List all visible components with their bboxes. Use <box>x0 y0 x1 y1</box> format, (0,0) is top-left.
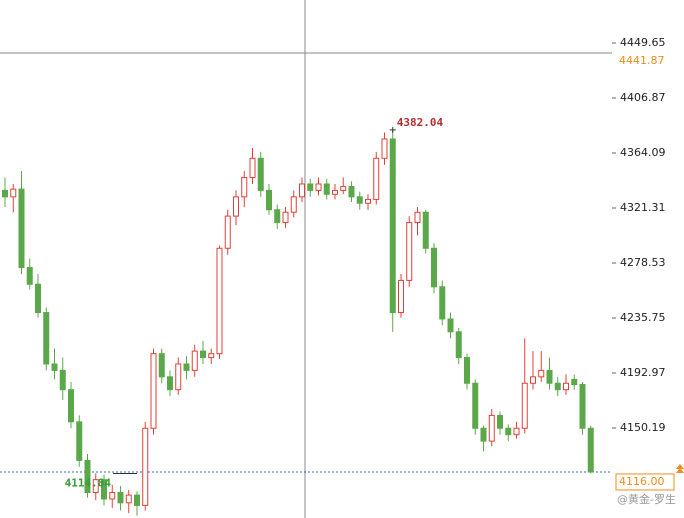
crosshair-price-label: 4441.87 <box>619 54 665 67</box>
candle-body <box>76 421 83 461</box>
candle-body <box>447 318 454 333</box>
watermark: @黄金-罗生 <box>617 492 676 506</box>
arrow-icon <box>676 464 684 473</box>
candle-body <box>398 279 404 314</box>
candle-body <box>26 267 33 285</box>
candle-body <box>323 183 330 195</box>
candle-body <box>158 353 165 378</box>
candle-body <box>241 177 248 198</box>
candle-body <box>587 427 594 473</box>
y-tick-label: 4406.87 <box>620 91 666 104</box>
candle-body <box>431 247 437 288</box>
candle-body <box>571 378 578 386</box>
candle-body <box>200 350 206 359</box>
candle-body <box>68 389 74 423</box>
candle-body <box>563 382 569 391</box>
candle-body <box>216 247 223 355</box>
candle-body <box>472 382 479 429</box>
candle-body <box>546 369 553 384</box>
max-label: 4382.04 <box>397 116 444 129</box>
candle-body <box>455 331 462 359</box>
candle-body <box>505 427 512 436</box>
candle-body <box>373 157 380 200</box>
candle-body <box>84 459 91 494</box>
candle-body <box>2 189 8 198</box>
candle-body <box>307 183 314 191</box>
candle-body <box>257 157 264 191</box>
candle-body <box>422 211 429 249</box>
candle-body <box>117 492 124 504</box>
candle-body <box>521 382 528 429</box>
candle-body <box>134 494 140 506</box>
candle-body <box>92 479 99 494</box>
candle-body <box>109 492 116 500</box>
candle-body <box>282 211 289 224</box>
candle-body <box>579 384 586 429</box>
candle-body <box>480 427 487 442</box>
candle-body <box>439 286 446 320</box>
max-marker <box>389 126 396 133</box>
candle-body <box>233 196 239 217</box>
candle-body <box>274 209 281 224</box>
candle-body <box>125 494 132 504</box>
candle-body <box>208 353 215 359</box>
candle-body <box>43 312 50 365</box>
candle-body <box>150 353 157 429</box>
candle-body <box>191 350 198 371</box>
candle-body <box>348 186 355 198</box>
candle-body <box>356 196 363 204</box>
candle-body <box>183 363 190 371</box>
current-price-box <box>615 473 675 491</box>
candle-body <box>142 427 149 506</box>
candle-body <box>35 283 41 314</box>
candle-body <box>266 189 272 211</box>
candle-body <box>389 138 396 314</box>
candle-body <box>554 382 561 391</box>
candle-body <box>530 376 536 384</box>
candle-body <box>414 211 421 224</box>
y-tick-label: 4364.09 <box>620 146 666 159</box>
y-tick-label: 4321.31 <box>620 201 666 214</box>
min-label: 4114.84 <box>65 476 112 489</box>
y-tick-label: 4278.53 <box>620 256 666 269</box>
candle-body <box>406 222 413 281</box>
candle-body <box>315 183 322 191</box>
candle-body <box>513 427 520 436</box>
y-tick-label: 4449.65 <box>620 36 666 49</box>
candle-body <box>101 479 107 500</box>
candle-body <box>167 376 173 391</box>
candle-body <box>224 215 231 249</box>
candle-body <box>488 414 495 442</box>
candle-body <box>464 357 470 384</box>
y-tick-label: 4150.19 <box>620 421 666 434</box>
candle-body <box>299 183 305 198</box>
candle-body <box>365 198 371 204</box>
candle-body <box>59 369 66 391</box>
candle-body <box>51 363 58 371</box>
candle-body <box>381 138 388 159</box>
candle-body <box>497 414 503 429</box>
candle-body <box>332 189 338 195</box>
candle-body <box>10 188 17 198</box>
candle-body <box>175 363 182 391</box>
candle-body <box>290 196 297 213</box>
candle-body <box>340 186 347 191</box>
current-price-label: 4116.00 <box>619 475 665 488</box>
candle-body <box>538 369 545 378</box>
candle-body <box>18 188 25 269</box>
y-tick-label: 4235.75 <box>620 311 666 324</box>
y-tick-label: 4192.97 <box>620 366 666 379</box>
candle-body <box>249 157 256 179</box>
